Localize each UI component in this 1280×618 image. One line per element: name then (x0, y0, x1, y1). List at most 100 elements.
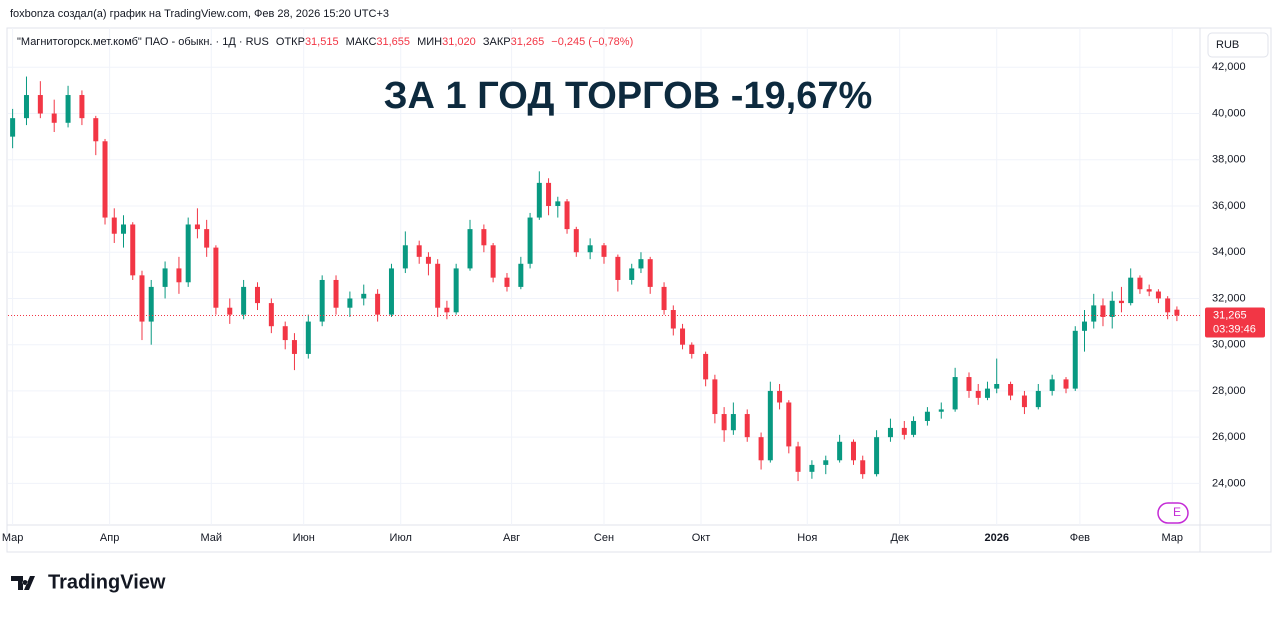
candle-body (130, 224, 136, 276)
candle-body (1021, 395, 1027, 408)
legend-value: 31,515 (305, 36, 339, 48)
candle-body (204, 229, 210, 248)
candle-body (10, 118, 16, 137)
candle-body (536, 182, 542, 218)
candle-body (744, 414, 750, 438)
currency-label[interactable]: RUB (1216, 39, 1239, 51)
legend-value: 31,020 (442, 36, 476, 48)
candle-body (777, 390, 783, 403)
last-price-box (1205, 307, 1265, 338)
candle-body (121, 224, 127, 234)
legend-label: МАКС (346, 36, 377, 48)
candle-body (767, 390, 773, 461)
candle-body (712, 379, 718, 415)
candle-body (1049, 379, 1055, 391)
y-tick-label: 36,000 (1212, 200, 1246, 212)
candle-body (37, 95, 43, 114)
x-tick-label: Мар (2, 532, 24, 544)
candle-body (388, 268, 394, 315)
candle-body (1081, 321, 1087, 331)
candle-body (435, 263, 441, 308)
candle-body (1035, 390, 1041, 408)
y-tick-label: 26,000 (1212, 431, 1246, 443)
candle-body (1063, 379, 1069, 389)
currency-button[interactable] (1207, 32, 1269, 58)
countdown: 03:39:46 (1213, 323, 1256, 335)
candle-body (730, 414, 736, 431)
chart-title: ЗА 1 ГОД ТОРГОВ -19,67% (384, 75, 873, 117)
candle-body (795, 446, 801, 472)
y-tick-label: 32,000 (1212, 292, 1246, 304)
x-tick-label: Апр (100, 532, 119, 544)
candle-body (670, 310, 676, 329)
y-tick-label: 34,000 (1212, 246, 1246, 258)
candle-body (213, 247, 219, 308)
candle-body (966, 377, 972, 391)
candle-body (1146, 289, 1152, 292)
candle-body (689, 344, 695, 354)
y-tick-label: 42,000 (1212, 61, 1246, 73)
candle-body (587, 245, 593, 253)
x-tick-label: Дек (890, 532, 909, 544)
candle-body (241, 286, 247, 315)
candle-body (984, 388, 990, 398)
legend-label: ОТКР (276, 36, 305, 48)
candle-body (185, 224, 191, 283)
candle-body (952, 377, 958, 410)
candle-body (1008, 383, 1014, 396)
legend-change: −0,245 (−0,78%) (551, 36, 633, 48)
y-tick-label: 28,000 (1212, 385, 1246, 397)
candle-body (444, 307, 450, 313)
candle-body (703, 353, 709, 380)
candle-body (1155, 291, 1161, 299)
candle-body (629, 268, 635, 280)
candle-body (555, 201, 561, 206)
candle-body (375, 293, 381, 315)
candle-body (467, 229, 473, 269)
candle-body (1109, 300, 1115, 317)
candle-body (564, 201, 570, 230)
candle-body (837, 441, 843, 461)
y-tick-label: 30,000 (1212, 339, 1246, 351)
candle-body (887, 427, 893, 438)
candle-body (661, 286, 667, 311)
candle-body (361, 293, 367, 299)
candle-body (518, 263, 524, 287)
attribution: foxbonza создал(а) график на TradingView… (10, 8, 389, 20)
candle-body (994, 383, 1000, 389)
candle-body (425, 256, 431, 264)
earnings-icon[interactable]: E (1157, 502, 1189, 524)
candle-body (1091, 305, 1097, 322)
candle-body (680, 328, 686, 345)
candle-body (93, 118, 99, 142)
x-tick-label: Июн (293, 532, 315, 544)
candle-body (23, 95, 29, 119)
candle-body (860, 460, 866, 475)
candle-body (601, 245, 607, 257)
chart-frame (6, 27, 1272, 553)
logo: TradingView (11, 571, 166, 593)
candle-body (1100, 305, 1106, 317)
candle-body (1118, 300, 1124, 304)
svg-text:E: E (1173, 505, 1181, 519)
candle-body (786, 402, 792, 447)
candle-body (1165, 298, 1171, 313)
candle-body (1072, 330, 1078, 389)
candle-body (148, 286, 154, 322)
x-tick-label: Авг (503, 532, 520, 544)
candle-body (111, 217, 117, 234)
candle-body (1174, 309, 1180, 316)
candle-body (305, 321, 311, 354)
candle-body (546, 182, 552, 206)
candle-body (176, 268, 182, 283)
candle-body (162, 268, 168, 287)
candle-body (319, 279, 325, 322)
candle-body (416, 245, 422, 257)
candle-body (975, 390, 981, 398)
candle-body (139, 275, 145, 322)
candle-body (721, 414, 727, 431)
candle-body (504, 277, 510, 287)
candle-body (333, 279, 339, 308)
candle-body (254, 286, 260, 304)
